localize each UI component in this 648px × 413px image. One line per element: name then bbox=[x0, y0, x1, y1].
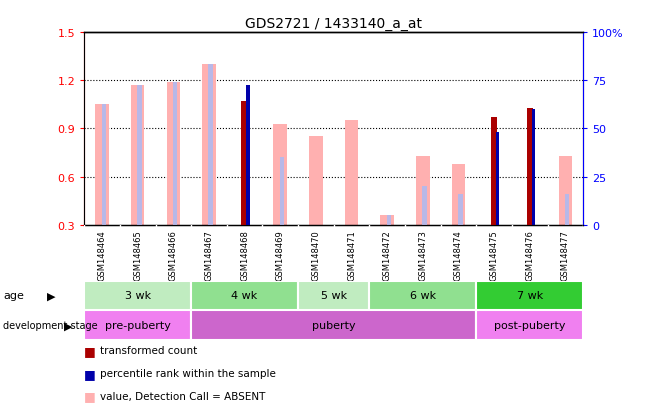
Text: GSM148470: GSM148470 bbox=[312, 230, 320, 280]
Bar bbox=[527, 108, 533, 225]
Bar bbox=[202, 65, 216, 225]
Text: GSM148472: GSM148472 bbox=[383, 230, 391, 280]
Bar bbox=[387, 216, 391, 225]
Bar bbox=[476, 281, 583, 311]
Bar bbox=[102, 105, 106, 225]
Bar bbox=[273, 124, 287, 225]
Text: GSM148475: GSM148475 bbox=[490, 230, 498, 280]
Text: 7 wk: 7 wk bbox=[516, 291, 543, 301]
Text: pre-puberty: pre-puberty bbox=[105, 320, 170, 330]
Text: ▶: ▶ bbox=[64, 320, 73, 330]
Title: GDS2721 / 1433140_a_at: GDS2721 / 1433140_a_at bbox=[245, 17, 422, 31]
Bar bbox=[246, 86, 250, 225]
Text: percentile rank within the sample: percentile rank within the sample bbox=[100, 368, 276, 378]
Text: GSM148469: GSM148469 bbox=[276, 230, 284, 280]
Text: GSM148473: GSM148473 bbox=[419, 230, 427, 280]
Bar bbox=[95, 105, 109, 225]
Bar bbox=[173, 83, 178, 225]
Bar bbox=[491, 118, 497, 225]
Text: 4 wk: 4 wk bbox=[231, 291, 258, 301]
Bar bbox=[191, 281, 298, 311]
Text: transformed count: transformed count bbox=[100, 346, 198, 356]
Bar bbox=[242, 102, 248, 225]
Bar bbox=[452, 164, 465, 225]
Text: GSM148467: GSM148467 bbox=[205, 230, 213, 280]
Bar bbox=[345, 121, 358, 225]
Text: age: age bbox=[3, 291, 24, 301]
Text: GSM148476: GSM148476 bbox=[526, 230, 534, 280]
Bar bbox=[380, 216, 394, 225]
Bar bbox=[131, 86, 145, 225]
Text: 5 wk: 5 wk bbox=[321, 291, 347, 301]
Text: ■: ■ bbox=[84, 389, 96, 403]
Text: development stage: development stage bbox=[3, 320, 98, 330]
Text: GSM148477: GSM148477 bbox=[561, 230, 570, 280]
Bar bbox=[298, 281, 369, 311]
Bar bbox=[422, 187, 427, 225]
Bar bbox=[531, 110, 535, 225]
Bar bbox=[369, 281, 476, 311]
Text: GSM148466: GSM148466 bbox=[169, 230, 178, 280]
Bar bbox=[565, 195, 570, 225]
Bar bbox=[137, 86, 142, 225]
Text: ■: ■ bbox=[84, 367, 96, 380]
Bar bbox=[191, 311, 476, 340]
Bar bbox=[559, 156, 572, 225]
Bar bbox=[496, 132, 500, 225]
Text: GSM148464: GSM148464 bbox=[98, 230, 106, 280]
Text: GSM148474: GSM148474 bbox=[454, 230, 463, 280]
Text: GSM148468: GSM148468 bbox=[240, 230, 249, 280]
Text: GSM148471: GSM148471 bbox=[347, 230, 356, 280]
Text: post-puberty: post-puberty bbox=[494, 320, 566, 330]
Text: ■: ■ bbox=[84, 412, 96, 413]
Bar bbox=[458, 195, 463, 225]
Bar bbox=[416, 156, 430, 225]
Text: 3 wk: 3 wk bbox=[124, 291, 151, 301]
Bar bbox=[309, 137, 323, 225]
Bar bbox=[280, 158, 284, 225]
Text: ▶: ▶ bbox=[47, 291, 55, 301]
Bar bbox=[84, 311, 191, 340]
Text: ■: ■ bbox=[84, 344, 96, 357]
Bar bbox=[476, 311, 583, 340]
Text: 6 wk: 6 wk bbox=[410, 291, 436, 301]
Text: value, Detection Call = ABSENT: value, Detection Call = ABSENT bbox=[100, 391, 266, 401]
Bar bbox=[209, 65, 213, 225]
Text: GSM148465: GSM148465 bbox=[133, 230, 142, 280]
Bar bbox=[167, 83, 180, 225]
Bar bbox=[84, 281, 191, 311]
Text: puberty: puberty bbox=[312, 320, 356, 330]
